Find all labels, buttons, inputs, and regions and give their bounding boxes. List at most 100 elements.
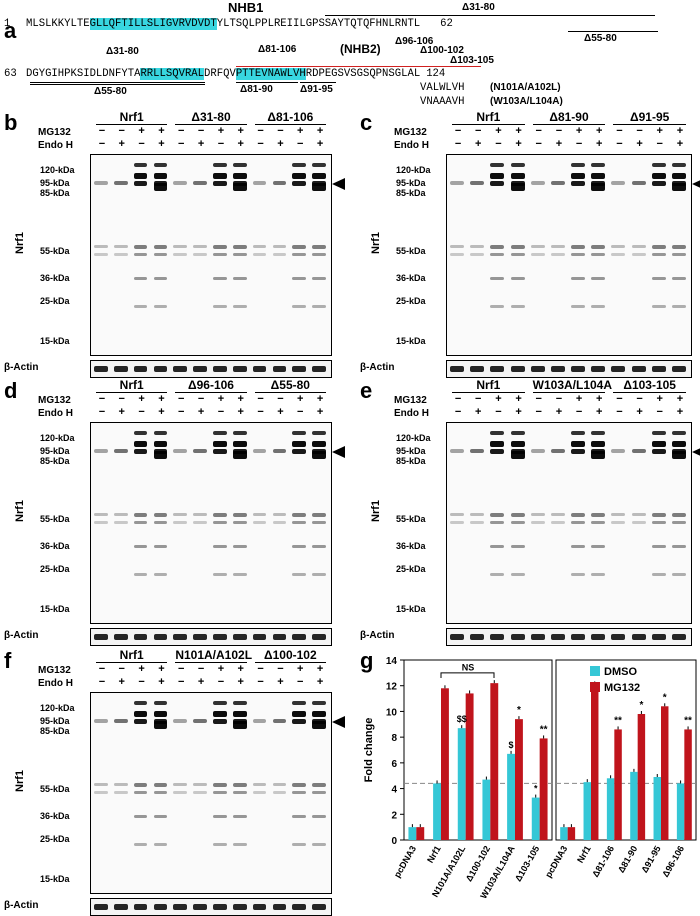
molecular-weight-marker: 85-kDa bbox=[40, 726, 70, 736]
protein-band bbox=[571, 573, 586, 576]
actin-band bbox=[631, 634, 646, 640]
mg132-sign: + bbox=[495, 393, 502, 405]
significance-mark: ** bbox=[540, 724, 548, 735]
mg132-bar bbox=[591, 684, 599, 840]
d81-90-line bbox=[236, 82, 298, 83]
protein-band bbox=[571, 305, 586, 308]
protein-band bbox=[292, 253, 307, 256]
x-category-label: Δ103-105 bbox=[513, 844, 541, 883]
endo-h-sign: + bbox=[158, 676, 165, 688]
arrowhead-icon bbox=[332, 178, 345, 190]
actin-band bbox=[213, 366, 227, 372]
molecular-weight-marker: 36-kDa bbox=[396, 541, 426, 551]
endo-h-sign: − bbox=[575, 406, 583, 418]
molecular-weight-marker: 95-kDa bbox=[396, 178, 426, 188]
protein-band bbox=[292, 441, 307, 447]
actin-band bbox=[94, 634, 108, 640]
dmso-bar bbox=[457, 728, 466, 840]
protein-band bbox=[312, 791, 326, 794]
actin-band bbox=[153, 904, 168, 910]
d91-95-label: Δ91-95 bbox=[300, 84, 333, 95]
dmso-bar bbox=[606, 778, 615, 840]
protein-band bbox=[272, 783, 287, 786]
protein-band bbox=[591, 521, 606, 524]
protein-band bbox=[232, 791, 247, 794]
protein-band bbox=[133, 711, 148, 717]
protein-band bbox=[113, 783, 128, 786]
protein-band bbox=[292, 173, 307, 179]
mg132-sign: − bbox=[98, 663, 106, 675]
protein-band bbox=[173, 783, 188, 786]
d81-90-label: Δ81-90 bbox=[240, 84, 273, 95]
protein-band bbox=[153, 791, 168, 794]
significance-mark: * bbox=[534, 784, 538, 794]
protein-band bbox=[232, 711, 247, 717]
protein-band bbox=[133, 521, 148, 524]
endo-h-sign: + bbox=[596, 138, 603, 150]
protein-band bbox=[490, 277, 505, 280]
protein-band bbox=[490, 449, 505, 454]
protein-band bbox=[153, 843, 168, 846]
mg132-sign: − bbox=[616, 125, 623, 137]
mg132-sign: − bbox=[636, 125, 643, 137]
protein-band bbox=[153, 441, 168, 447]
x-category-label: Δ96-106 bbox=[660, 844, 686, 879]
endo-h-sign: − bbox=[178, 676, 185, 688]
protein-band bbox=[193, 783, 207, 786]
protein-band bbox=[530, 521, 545, 524]
molecular-weight-marker: 25-kDa bbox=[396, 564, 426, 575]
mg132-sign: + bbox=[138, 125, 145, 137]
panel-b-label: b bbox=[4, 110, 18, 135]
protein-band bbox=[510, 521, 525, 524]
protein-band bbox=[153, 163, 168, 167]
d55-80-right-label: Δ55-80 bbox=[584, 33, 617, 44]
protein-band bbox=[550, 181, 565, 185]
mg132-sign: + bbox=[495, 125, 502, 137]
dmso-bar bbox=[482, 779, 491, 840]
mg132-sign: − bbox=[98, 125, 106, 137]
protein-band bbox=[173, 791, 188, 794]
protein-band bbox=[232, 815, 247, 818]
mg132-sign: + bbox=[158, 125, 165, 137]
protein-band bbox=[153, 711, 168, 717]
endo-h-sign: + bbox=[316, 676, 324, 688]
protein-band bbox=[232, 431, 247, 435]
nrf1-blot-image bbox=[90, 154, 332, 356]
actin-band bbox=[530, 634, 545, 640]
protein-band bbox=[490, 253, 505, 256]
protein-band bbox=[232, 783, 247, 787]
protein-band bbox=[252, 253, 267, 256]
protein-band bbox=[292, 545, 307, 548]
protein-band bbox=[94, 783, 108, 786]
protein-band bbox=[232, 305, 247, 308]
protein-band bbox=[450, 513, 465, 516]
endo-h-sign: + bbox=[197, 406, 205, 418]
endo-h-sign: − bbox=[656, 138, 663, 150]
molecular-weight-marker: 15-kDa bbox=[396, 336, 426, 347]
protein-band bbox=[252, 513, 267, 516]
molecular-weight-marker: 95-kDa bbox=[40, 178, 70, 188]
protein-band bbox=[470, 449, 485, 453]
protein-band bbox=[450, 245, 465, 248]
actin-band bbox=[312, 904, 326, 910]
mg132-bar bbox=[441, 688, 449, 840]
protein-band bbox=[292, 305, 307, 308]
protein-band bbox=[133, 783, 148, 787]
group-header: Δ81-90 bbox=[532, 110, 606, 125]
molecular-weight-marker: 85-kDa bbox=[40, 456, 70, 466]
chart-frame-right bbox=[555, 659, 697, 841]
molecular-weight-marker: 95-kDa bbox=[40, 716, 70, 726]
mg132-label: MG132 bbox=[38, 395, 71, 406]
protein-band bbox=[193, 521, 207, 524]
mg132-sign: − bbox=[535, 125, 542, 137]
protein-band bbox=[591, 277, 606, 280]
endo-h-sign: + bbox=[676, 138, 684, 150]
arrowhead-icon bbox=[332, 446, 345, 458]
mg132-sign: + bbox=[158, 663, 165, 675]
nrf1-blot-image bbox=[90, 692, 332, 894]
protein-band bbox=[232, 173, 247, 179]
x-category-label: pcDNA3 bbox=[543, 844, 569, 879]
mg132-sign: + bbox=[158, 393, 165, 405]
protein-band bbox=[153, 545, 168, 548]
protein-band bbox=[153, 721, 168, 729]
